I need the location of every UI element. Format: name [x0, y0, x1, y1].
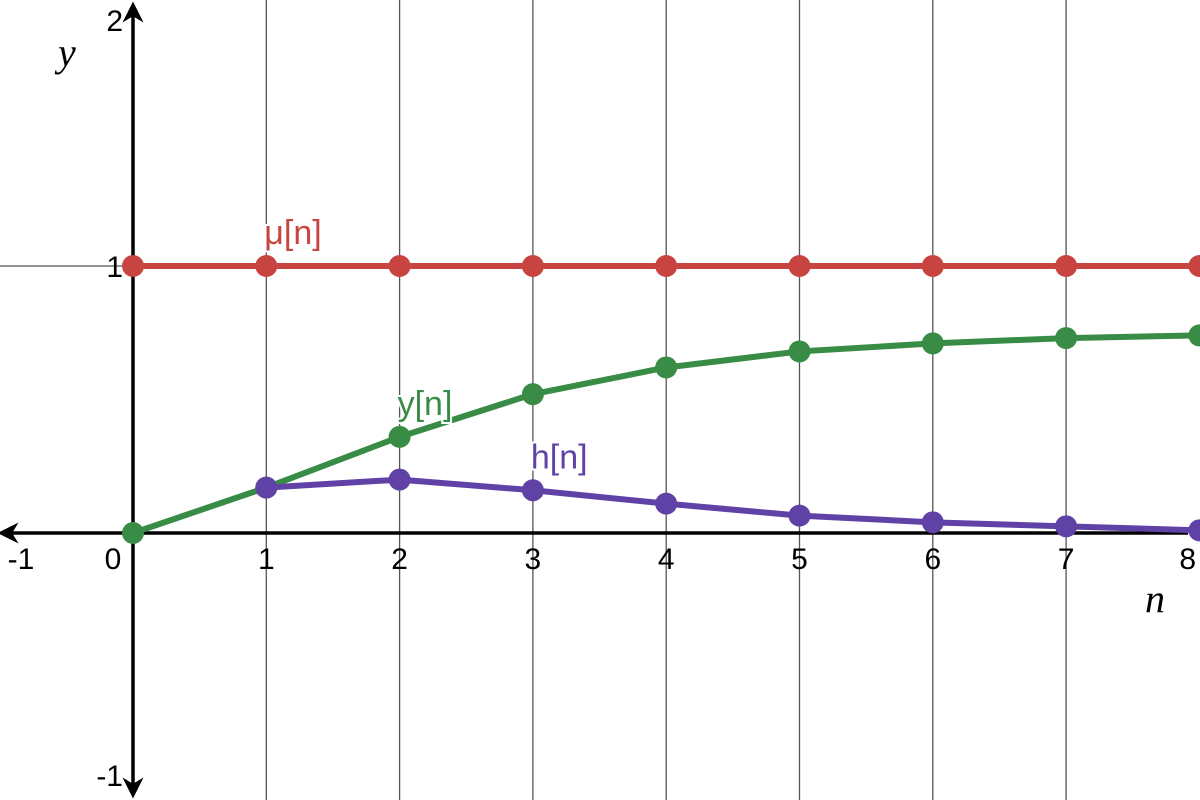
x-tick-label: 5: [791, 543, 808, 576]
data-point: [521, 383, 544, 406]
data-point: [255, 476, 278, 499]
series: [122, 255, 1200, 544]
data-point: [388, 425, 411, 448]
series-line-2: [263, 476, 1200, 534]
data-point: [1055, 255, 1078, 277]
data-point: [921, 511, 944, 534]
x-tick-label: 8: [1179, 543, 1196, 576]
x-tick-label: 0: [105, 543, 122, 576]
data-point: [655, 356, 678, 379]
x-tick-label: 3: [525, 543, 542, 576]
data-point: [655, 255, 678, 277]
data-point: [921, 255, 944, 277]
y-tick-label: 2: [106, 5, 123, 38]
x-tick-label: 1: [258, 543, 275, 576]
data-point: [1188, 519, 1200, 542]
data-point: [1188, 255, 1200, 277]
data-point: [788, 255, 811, 277]
data-point: [1055, 515, 1078, 538]
y-tick-label: -1: [96, 760, 123, 793]
x-tick-label: 4: [658, 543, 675, 576]
data-point: [788, 504, 811, 527]
data-point: [788, 340, 811, 363]
data-point: [1188, 324, 1200, 347]
x-tick-label: 2: [391, 543, 408, 576]
y-tick-label: 1: [106, 251, 123, 284]
data-point: [388, 468, 411, 491]
data-point: [122, 522, 144, 544]
data-point: [255, 255, 278, 277]
labels: μ[n] y[n] h[n]: [262, 212, 589, 478]
data-point: [122, 255, 144, 277]
data-point: [655, 492, 678, 515]
data-point: [521, 255, 544, 277]
y-axis-title: y: [54, 30, 76, 75]
series-label: μ[n]: [264, 214, 321, 252]
data-point: [521, 479, 544, 502]
data-point: [921, 332, 944, 355]
data-point: [1055, 327, 1078, 350]
x-tick-label: 6: [924, 543, 941, 576]
x-tick-label: 7: [1058, 543, 1075, 576]
x-axis-title: n: [1145, 576, 1165, 621]
series-label: y[n]: [398, 385, 453, 423]
series-label: h[n]: [531, 438, 588, 476]
data-point: [388, 255, 411, 277]
x-tick-label: -1: [8, 543, 35, 576]
